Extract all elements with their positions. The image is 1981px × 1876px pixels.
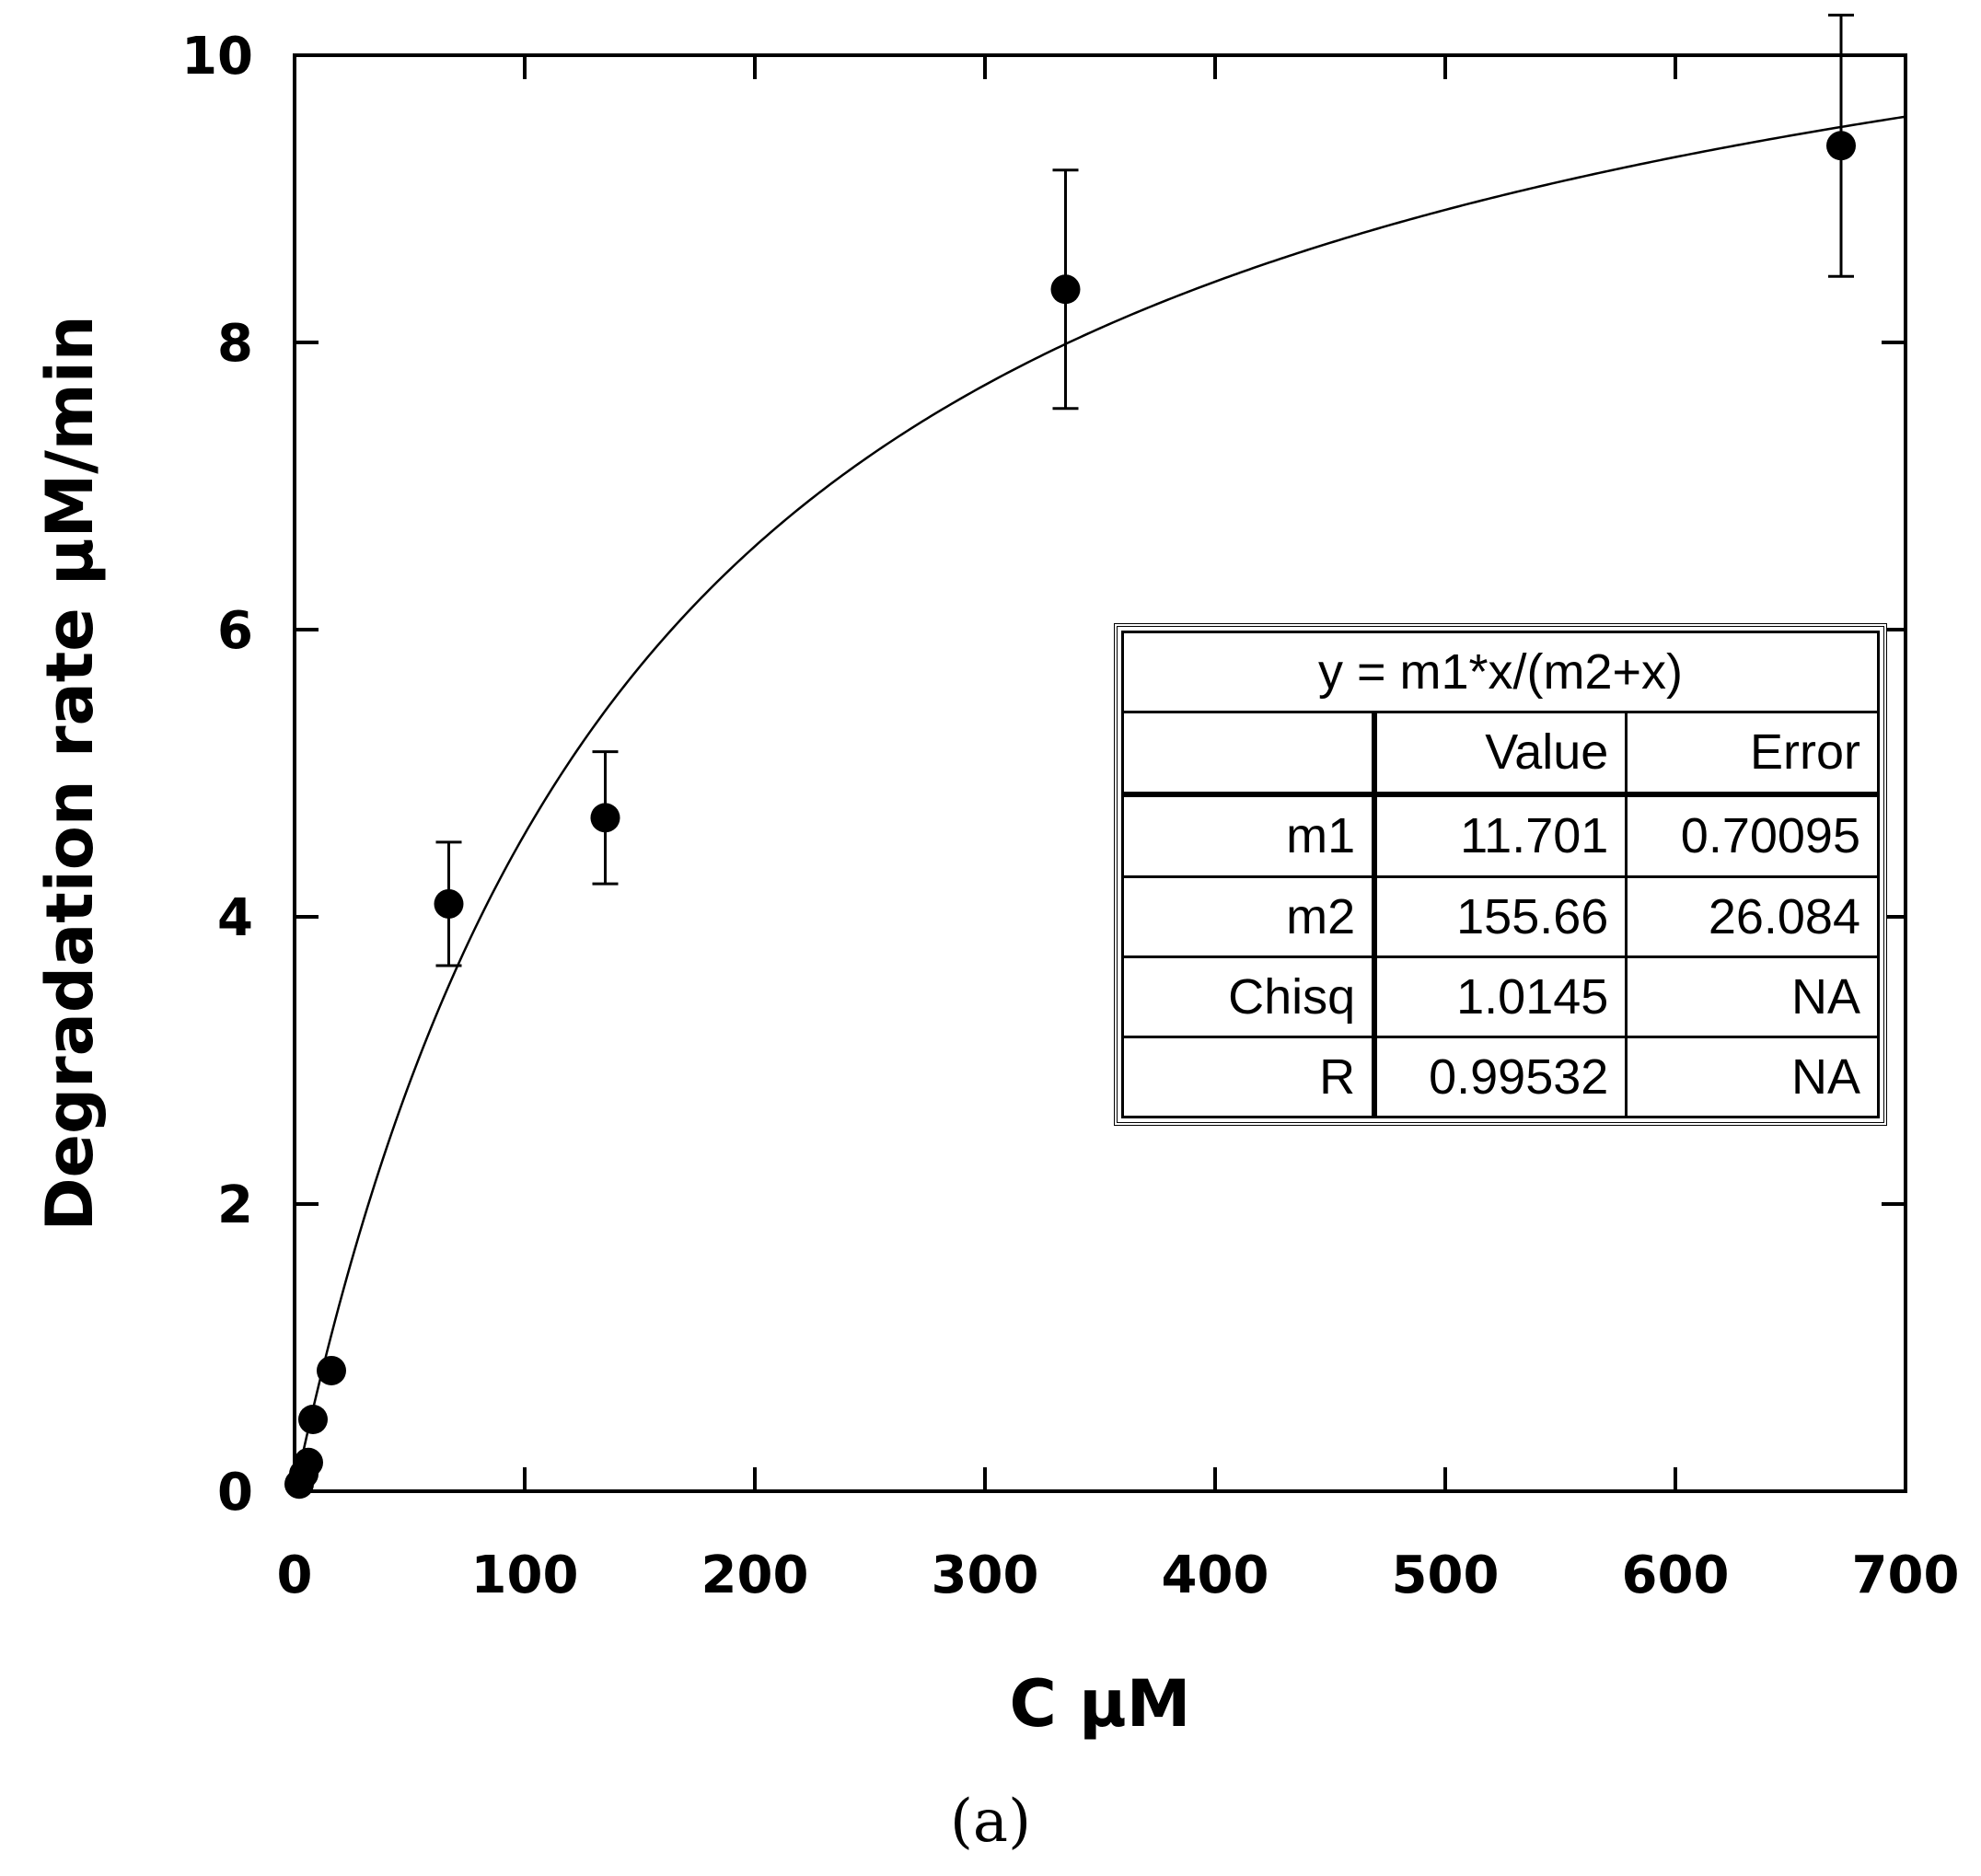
x-tick-label: 500 [1392,1546,1500,1605]
table-cell: NA [1625,955,1880,1038]
x-tick-label: 100 [471,1546,579,1605]
table-row: R 0.99532 NA [1121,1035,1880,1119]
fit-curve [293,115,1906,1492]
x-tick-label: 600 [1622,1546,1730,1605]
table-cell: 1.0145 [1373,955,1628,1038]
table-header-cell [1121,711,1378,797]
x-tick-label: 200 [701,1546,809,1605]
table-cell: Chisq [1121,955,1378,1038]
data-points [284,13,1856,1500]
axis-tick-labels: 0 100 200 300 400 500 600 700 0 2 4 6 8 10 [181,27,1959,1605]
x-tick-label: 400 [1162,1546,1269,1605]
table-header-cell: Error [1625,711,1880,797]
data-point [1826,131,1856,161]
table-cell: R [1121,1035,1378,1119]
y-tick-label: 0 [217,1463,253,1523]
x-tick-label: 300 [932,1546,1039,1605]
x-tick-label: 700 [1852,1546,1960,1605]
y-tick-label: 6 [217,601,253,661]
table-cell: m2 [1121,874,1378,958]
data-point [294,1447,323,1477]
table-cell: 0.70095 [1625,793,1880,878]
table-row: Chisq 1.0145 NA [1121,955,1880,1038]
table-cell: 26.084 [1625,874,1880,958]
table-row: m2 155.66 26.084 [1121,874,1880,958]
data-point [1050,274,1081,305]
panel-label: (a) [950,1788,1031,1856]
x-axis-label: C μM [1010,1666,1191,1742]
table-cell: 155.66 [1373,874,1628,958]
y-tick-label: 4 [217,888,253,948]
y-tick-label: 2 [217,1175,253,1235]
data-point [298,1405,328,1434]
y-axis-label: Degradation rate μM/min [32,315,108,1231]
table-row: m1 11.701 0.70095 [1121,793,1880,878]
y-tick-label: 10 [181,27,253,87]
data-point [434,888,464,919]
data-point [317,1355,346,1385]
x-tick-label: 0 [277,1546,313,1605]
data-point [590,803,620,833]
y-tick-label: 8 [217,314,253,374]
plot-frame [293,53,1907,1493]
table-cell: 0.99532 [1373,1035,1628,1119]
table-cell: 11.701 [1373,793,1628,878]
table-cell: NA [1625,1035,1880,1119]
fit-results-table: y = m1*x/(m2+x) Value Error m1 11.701 0.… [1114,623,1887,1126]
table-cell: m1 [1121,793,1378,878]
table-header-cell: Value [1373,711,1628,797]
fit-equation: y = m1*x/(m2+x) [1121,630,1880,714]
